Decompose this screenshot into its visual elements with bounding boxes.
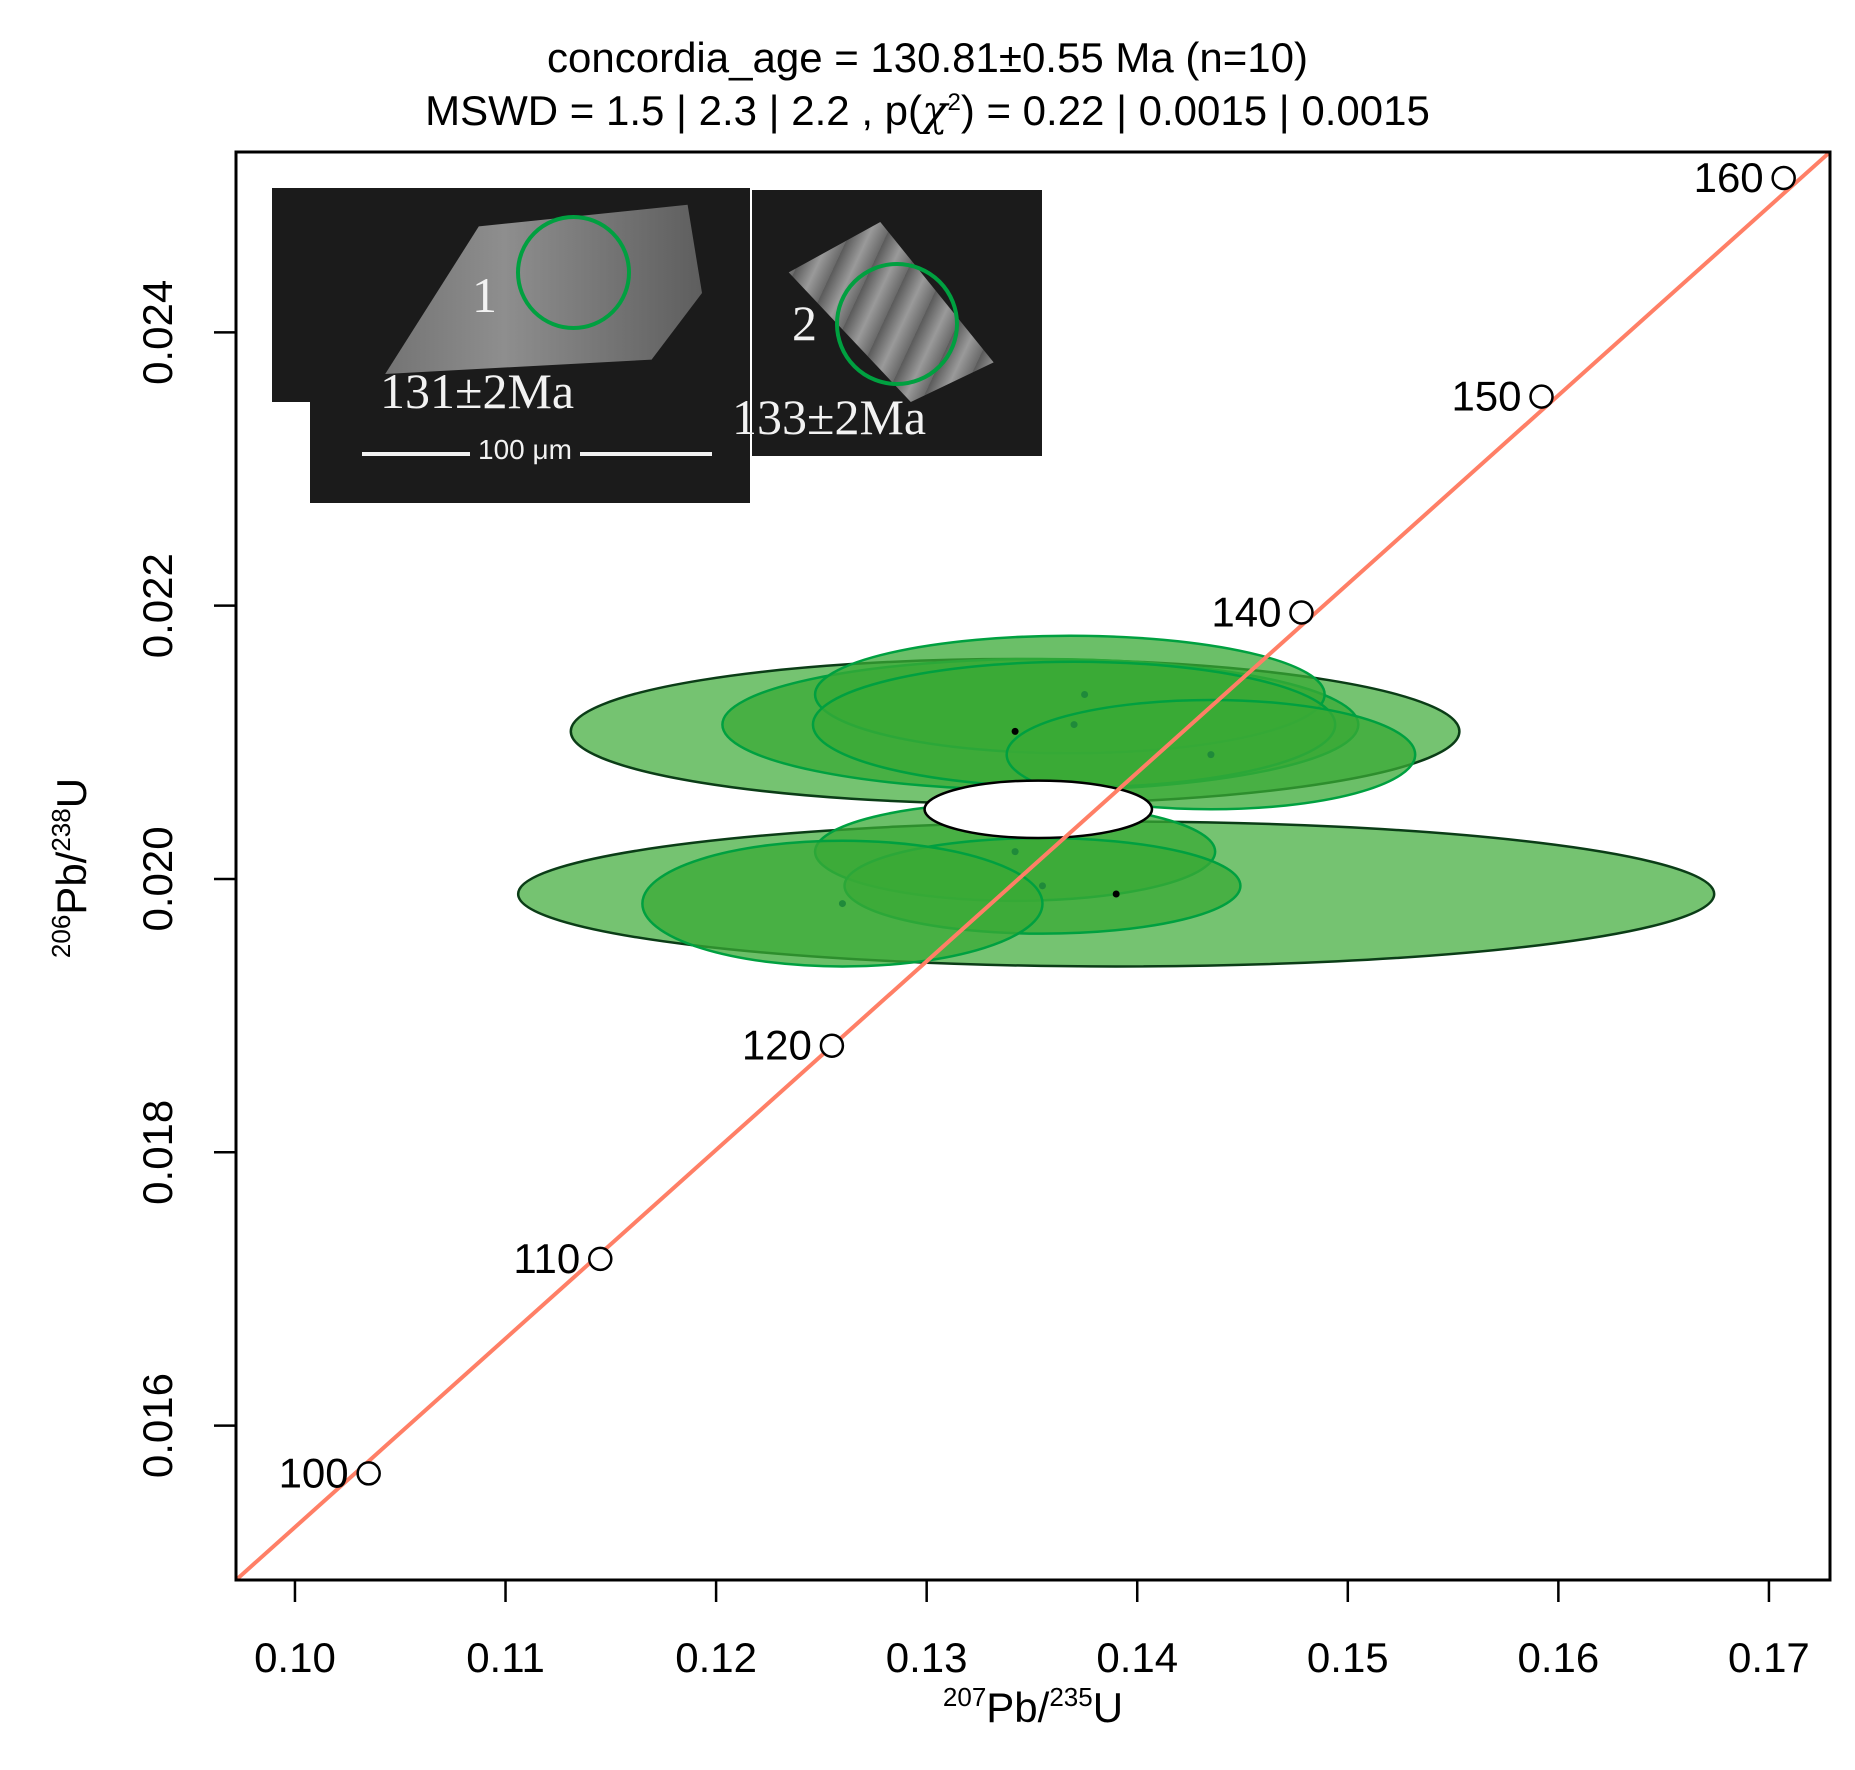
age-marker-point — [588, 1246, 613, 1272]
y-label-sup1: 206 — [46, 915, 76, 958]
x-tick-label: 0.16 — [1517, 1634, 1599, 1681]
age-marker-label: 110 — [513, 1235, 580, 1282]
x-tick-label: 0.14 — [1096, 1634, 1178, 1681]
plot-area — [236, 152, 1830, 1580]
grain-1-age: 131±2Ma — [380, 363, 575, 419]
y-tick-label: 0.024 — [134, 280, 181, 385]
age-marker-label: 120 — [742, 1022, 812, 1069]
x-axis: 0.10 0.11 0.12 0.13 0.14 0.15 0.16 0.17 — [254, 1580, 1810, 1681]
ellipse-center-point — [1081, 691, 1089, 699]
age-marker-point — [1289, 600, 1314, 625]
age-marker-label: 140 — [1211, 589, 1281, 636]
subtitle-mswd: MSWD = 1.5 | 2.3 | 2.2 , p( — [425, 87, 922, 134]
ellipse-center-point — [1011, 727, 1019, 735]
ellipse-center-point — [1207, 751, 1215, 759]
age-marker-point — [1771, 165, 1796, 191]
x-tick-label: 0.10 — [254, 1634, 336, 1681]
y-tick-label: 0.018 — [134, 1100, 181, 1205]
x-tick-label: 0.11 — [466, 1634, 545, 1681]
x-label-base2: U — [1093, 1684, 1123, 1731]
age-markers: 100 110 120 140 150 160 — [279, 154, 1796, 1496]
zircon-image-1: 1 — [272, 188, 750, 402]
age-marker-point — [356, 1461, 381, 1486]
grain-2-number: 2 — [792, 295, 817, 351]
age-marker-label: 160 — [1694, 154, 1764, 201]
chart-subtitle: MSWD = 1.5 | 2.3 | 2.2 , p(χ2) = 0.22 | … — [0, 86, 1855, 135]
grain-1-number: 1 — [472, 267, 497, 323]
title-age-prefix: concordia_age = 130.81 — [547, 34, 999, 81]
y-label-sup2: 238 — [46, 808, 76, 851]
subtitle-chi: χ — [922, 86, 948, 135]
x-label-sup1: 207 — [943, 1682, 986, 1712]
ellipse-center-point — [838, 900, 846, 908]
y-tick-label: 0.020 — [134, 826, 181, 931]
age-marker-label: 100 — [279, 1449, 349, 1496]
age-marker-point — [1529, 384, 1554, 409]
ellipse-center-point — [1070, 721, 1078, 729]
x-tick-label: 0.12 — [675, 1634, 757, 1681]
ellipse-center-point — [1038, 882, 1046, 890]
ellipse-center-point — [1112, 890, 1120, 898]
x-tick-label: 0.13 — [886, 1634, 968, 1681]
ellipse-center-point — [1011, 848, 1019, 856]
y-tick-label: 0.016 — [134, 1373, 181, 1478]
zircon-image-2: 2 133±2Ma — [732, 190, 1042, 456]
title-pm-symbol: ± — [998, 34, 1022, 81]
x-label-sup2: 235 — [1049, 1682, 1092, 1712]
scale-bar-label: 100 μm — [470, 434, 580, 466]
y-axis-label: 206Pb/238U — [46, 778, 95, 958]
subtitle-chi-sup: 2 — [947, 89, 961, 116]
zircon-image-1-lower: 131±2Ma 100 μm — [310, 363, 750, 503]
x-axis-label: 207Pb/235U — [943, 1682, 1123, 1731]
age-marker-label: 150 — [1451, 373, 1521, 420]
grain-2-age: 133±2Ma — [732, 389, 927, 445]
x-tick-label: 0.17 — [1728, 1634, 1810, 1681]
y-tick-label: 0.022 — [134, 553, 181, 658]
concordia-age-ellipse — [923, 779, 1154, 840]
subtitle-p-values: ) = 0.22 | 0.0015 | 0.0015 — [960, 87, 1430, 134]
analysis-spot-1 — [516, 215, 631, 330]
y-label-base2: U — [48, 778, 95, 808]
chart-title: concordia_age = 130.81±0.55 Ma (n=10) — [0, 34, 1855, 82]
x-tick-label: 0.15 — [1307, 1634, 1389, 1681]
title-age-suffix: 0.55 Ma (n=10) — [1021, 34, 1308, 81]
x-label-base1: Pb/ — [986, 1684, 1049, 1731]
analysis-spot-2 — [835, 262, 959, 386]
plot-frame — [234, 150, 1832, 1582]
y-label-base1: Pb/ — [48, 851, 95, 914]
age-marker-point — [819, 1033, 845, 1058]
concordia-curve — [236, 152, 1830, 1580]
y-axis: 0.016 0.018 0.020 0.022 0.024 — [134, 280, 236, 1478]
